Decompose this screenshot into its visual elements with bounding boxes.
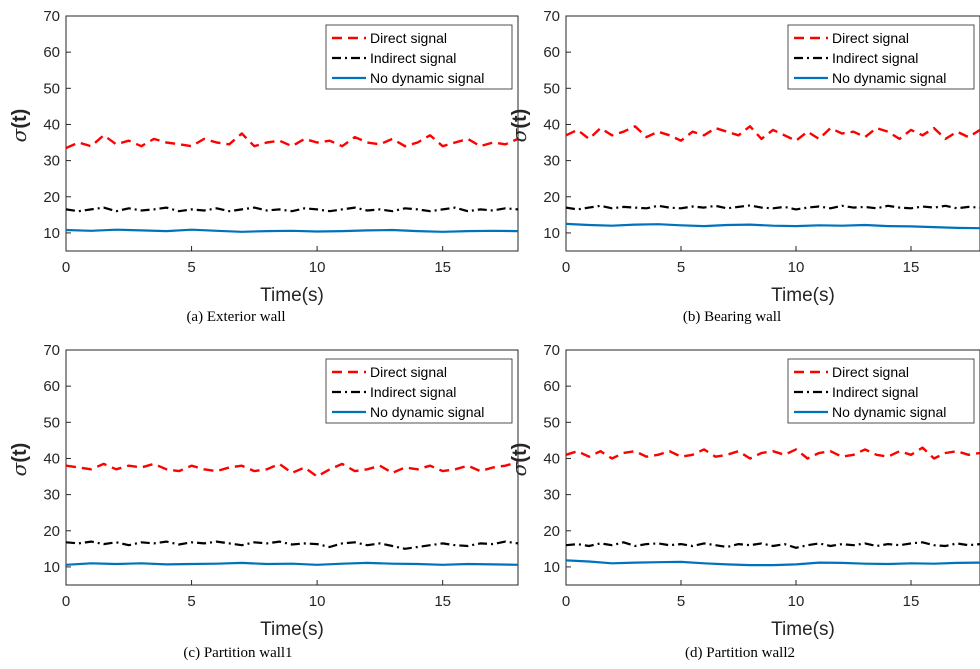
legend-entry: Direct signal: [370, 30, 447, 46]
x-axis-label: Time(s): [260, 285, 324, 306]
legend-entry: No dynamic signal: [832, 70, 946, 86]
x-tick-label: 15: [434, 259, 451, 276]
axes-box: [565, 349, 980, 586]
y-tick-label: 50: [543, 80, 560, 97]
x-tick-label: 5: [677, 259, 685, 276]
series-line-dashed: [566, 125, 980, 142]
x-tick-label: 5: [187, 259, 195, 276]
y-tick-label: 10: [43, 225, 60, 242]
y-tick-label: 40: [543, 450, 560, 467]
legend-entry: Direct signal: [832, 364, 909, 380]
legend-entry: No dynamic signal: [832, 404, 946, 420]
x-tick-label: 5: [187, 593, 195, 610]
series-line-dashdot: [66, 540, 518, 550]
x-tick-label: 0: [62, 593, 70, 610]
legend-entry: No dynamic signal: [370, 404, 484, 420]
series-line-solid: [66, 561, 518, 566]
y-tick-label: 20: [43, 189, 60, 206]
x-tick-label: 10: [309, 259, 326, 276]
y-tick-label: 10: [43, 559, 60, 576]
y-tick-label: 20: [543, 523, 560, 540]
y-tick-label: 30: [43, 487, 60, 504]
series-line-solid: [566, 559, 980, 567]
axes-box: [65, 15, 519, 252]
x-tick-label: 10: [788, 259, 805, 276]
y-tick-label: 50: [43, 80, 60, 97]
y-tick-label: 50: [43, 414, 60, 431]
axes-box: [565, 15, 980, 252]
x-axis-label: Time(s): [771, 619, 835, 640]
legend-entry: Direct signal: [370, 364, 447, 380]
chart-panel-1: 10 20 30 40 50 60 70 0 5 10 15 Time(s) σ(t) Direct si…: [7, 8, 519, 325]
x-tick-label: 0: [562, 259, 570, 276]
y-axis-label: σ(t): [7, 109, 31, 143]
y-tick-label: 60: [43, 378, 60, 395]
x-tick-label: 10: [788, 593, 805, 610]
y-tick-label: 30: [543, 153, 560, 170]
y-tick-label: 50: [543, 414, 560, 431]
legend-entry: Indirect signal: [832, 50, 918, 66]
legend: Direct signal Indirect signal No dynamic s…: [325, 358, 513, 424]
x-axis-label: Time(s): [771, 285, 835, 306]
subfigure-caption: (b) Bearing wall: [683, 309, 781, 325]
series-line-dashdot: [66, 206, 518, 213]
legend-entry: Indirect signal: [370, 50, 456, 66]
x-tick-label: 10: [309, 593, 326, 610]
legend-entry: Indirect signal: [370, 384, 456, 400]
y-tick-label: 20: [543, 189, 560, 206]
legend-entry: Direct signal: [832, 30, 909, 46]
x-tick-label: 15: [434, 593, 451, 610]
subfigure-caption: (a) Exterior wall: [186, 309, 285, 325]
series-line-dashdot: [566, 541, 980, 549]
y-tick-label: 60: [43, 44, 60, 61]
legend-entry: Indirect signal: [832, 384, 918, 400]
y-tick-label: 10: [543, 559, 560, 576]
series-line-dashed: [66, 132, 518, 150]
x-tick-label: 0: [62, 259, 70, 276]
y-tick-label: 70: [543, 342, 560, 359]
y-tick-label: 40: [43, 116, 60, 133]
x-tick-label: 5: [677, 593, 685, 610]
y-tick-label: 40: [43, 450, 60, 467]
series-line-solid: [66, 228, 518, 233]
x-tick-label: 0: [562, 593, 570, 610]
subfigure-caption: (d) Partition wall2: [685, 645, 795, 661]
y-tick-label: 30: [43, 153, 60, 170]
legend: Direct signal Indirect signal No dynamic s…: [787, 358, 975, 424]
y-tick-label: 60: [543, 378, 560, 395]
series-line-dashed: [66, 460, 518, 478]
y-tick-label: 10: [543, 225, 560, 242]
x-axis-label: Time(s): [260, 619, 324, 640]
subfigure-caption: (c) Partition wall1: [183, 645, 292, 661]
series-line-dashdot: [566, 204, 980, 211]
series-line-solid: [566, 222, 980, 230]
legend-entry: No dynamic signal: [370, 70, 484, 86]
x-tick-label: 15: [903, 593, 920, 610]
x-tick-label: 15: [903, 259, 920, 276]
chart-panel-3: 10 20 30 40 50 60 70 0 5 10 15 Time(s) σ(t) Direct si…: [7, 342, 519, 661]
y-tick-label: 70: [43, 342, 60, 359]
y-axis-label: σ(t): [507, 109, 531, 143]
y-tick-label: 30: [543, 487, 560, 504]
y-tick-label: 70: [543, 8, 560, 25]
chart-panel-2: 10 20 30 40 50 60 70 0 5 10 15 Time(s) σ(t) Direct si…: [507, 8, 980, 325]
y-tick-label: 60: [543, 44, 560, 61]
chart-panel-4: 10 20 30 40 50 60 70 0 5 10 15 Time(s) σ(t) Direct si…: [507, 342, 980, 661]
y-tick-label: 70: [43, 8, 60, 25]
y-tick-label: 40: [543, 116, 560, 133]
legend: Direct signal Indirect signal No dynamic s…: [325, 24, 513, 90]
legend: Direct signal Indirect signal No dynamic s…: [787, 24, 975, 90]
y-tick-label: 20: [43, 523, 60, 540]
y-axis-label: σ(t): [7, 443, 31, 477]
series-line-dashed: [566, 446, 980, 460]
axes-box: [65, 349, 519, 586]
y-axis-label: σ(t): [507, 443, 531, 477]
